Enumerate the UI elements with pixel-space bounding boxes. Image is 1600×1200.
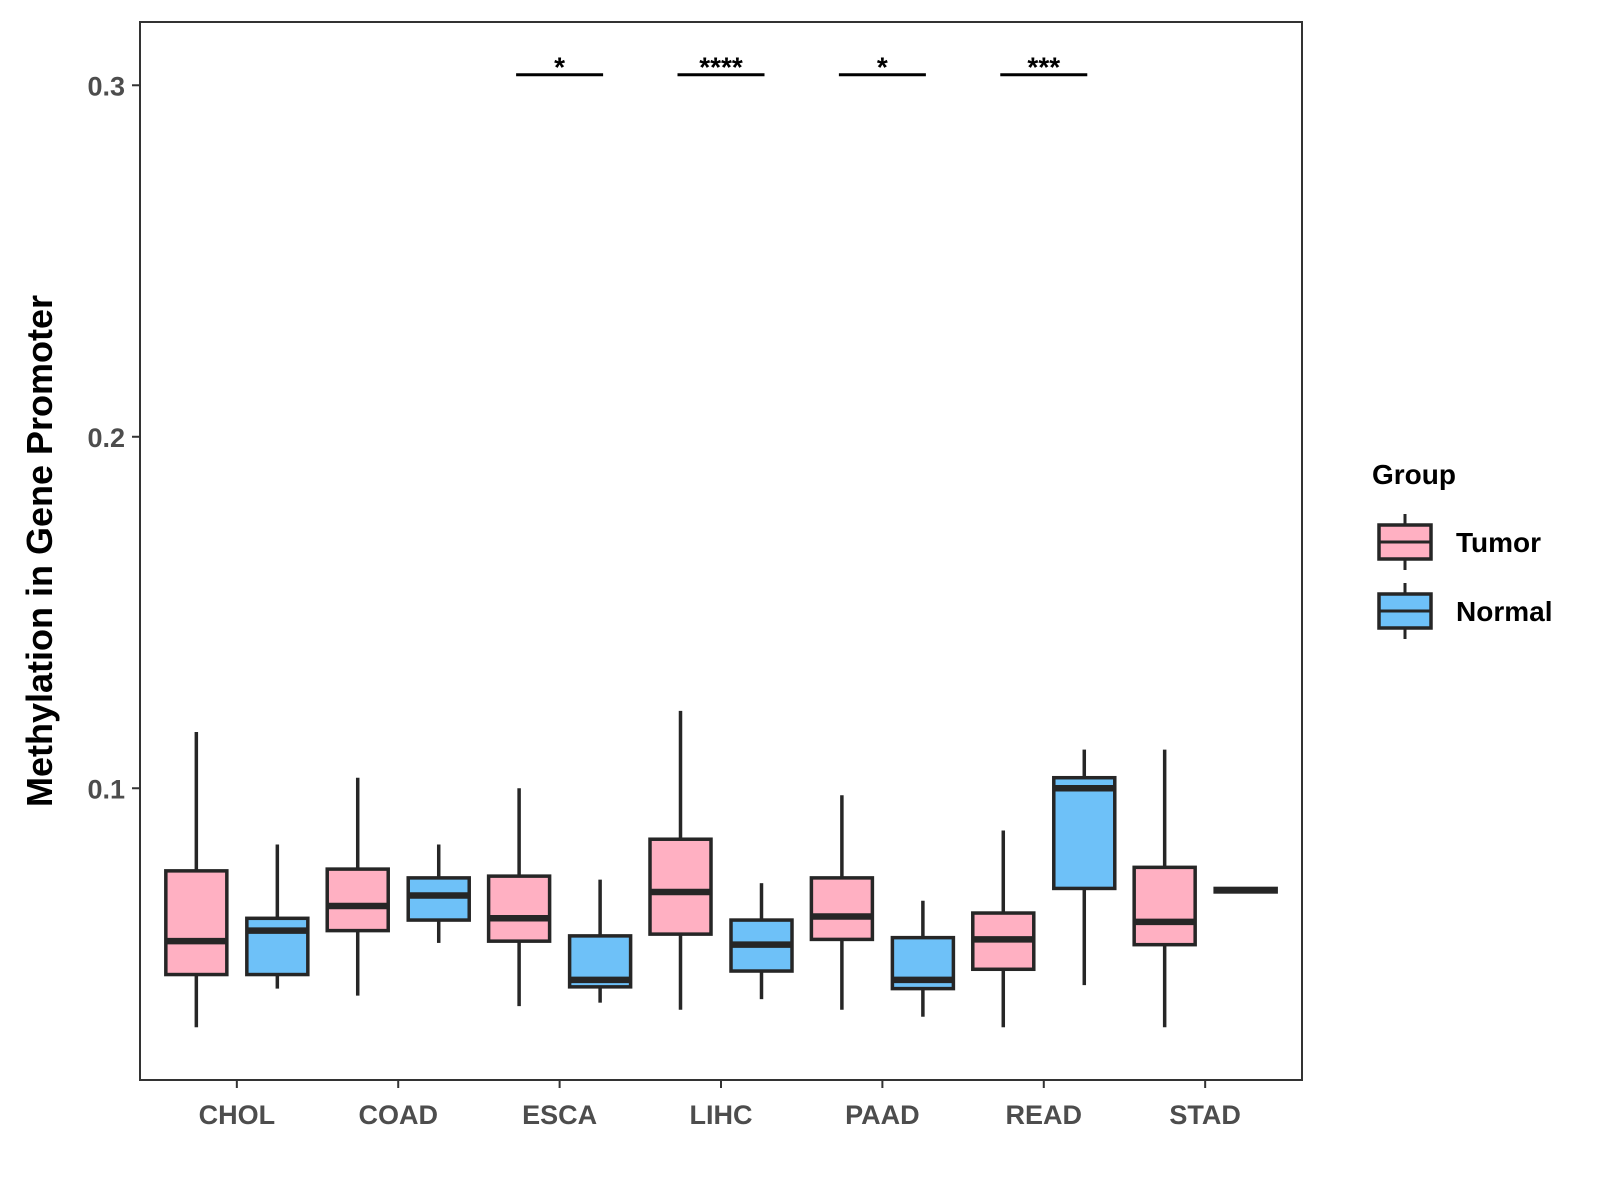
significance-label: * [877,52,888,83]
box-normal-esca [567,879,633,1003]
box-normal-read [1052,749,1117,986]
legend-title: Group [1372,459,1456,490]
x-tick-label: COAD [358,1100,438,1130]
box-normal-lihc [729,883,794,1000]
plot-panel [139,21,1303,1081]
x-tick-label: STAD [1169,1100,1241,1130]
y-axis: 0.1 0.2 0.3 [87,71,140,804]
box-tumor-stad [1132,749,1197,1028]
significance-layer: * **** * *** [516,52,1088,83]
y-axis-title: Methylation in Gene Promoter [19,295,60,807]
box-tumor-chol [164,732,229,1028]
legend-item-normal: Normal [1377,583,1552,639]
box-tumor-esca [486,788,552,1007]
box-body [406,876,471,922]
legend-label: Normal [1456,596,1552,627]
box-body [648,837,713,936]
significance-label: **** [699,52,743,83]
box-normal-paad [890,900,956,1017]
box-body [809,876,875,942]
legend-label: Tumor [1456,527,1541,558]
box-tumor-paad [809,795,875,1010]
x-tick-label: CHOL [199,1100,276,1130]
box-body [164,869,229,977]
x-tick-label: PAAD [845,1100,920,1130]
box-normal-coad [406,844,471,943]
x-axis: CHOL COAD ESCA LIHC PAAD READ STAD [199,1080,1241,1130]
significance-label: * [554,52,565,83]
x-tick-label: LIHC [690,1100,753,1130]
box-body [245,916,310,977]
legend: Group Tumor Normal [1372,459,1552,639]
y-tick-label: 0.3 [87,71,125,101]
box-body [1052,775,1117,891]
box-tumor-lihc [648,710,713,1010]
box-body [325,867,390,933]
legend-item-tumor: Tumor [1377,514,1541,570]
significance-label: *** [1027,52,1060,83]
x-tick-label: ESCA [522,1100,597,1130]
box-body [486,874,552,943]
box-tumor-read [971,830,1036,1028]
box-body [1132,865,1197,947]
box-tumor-coad [325,777,390,996]
y-tick-label: 0.1 [87,774,125,804]
box-normal-chol [245,844,310,989]
y-tick-label: 0.2 [87,423,125,453]
box-layer [164,710,1278,1028]
x-tick-label: READ [1006,1100,1083,1130]
box-normal-stad [1213,886,1278,894]
